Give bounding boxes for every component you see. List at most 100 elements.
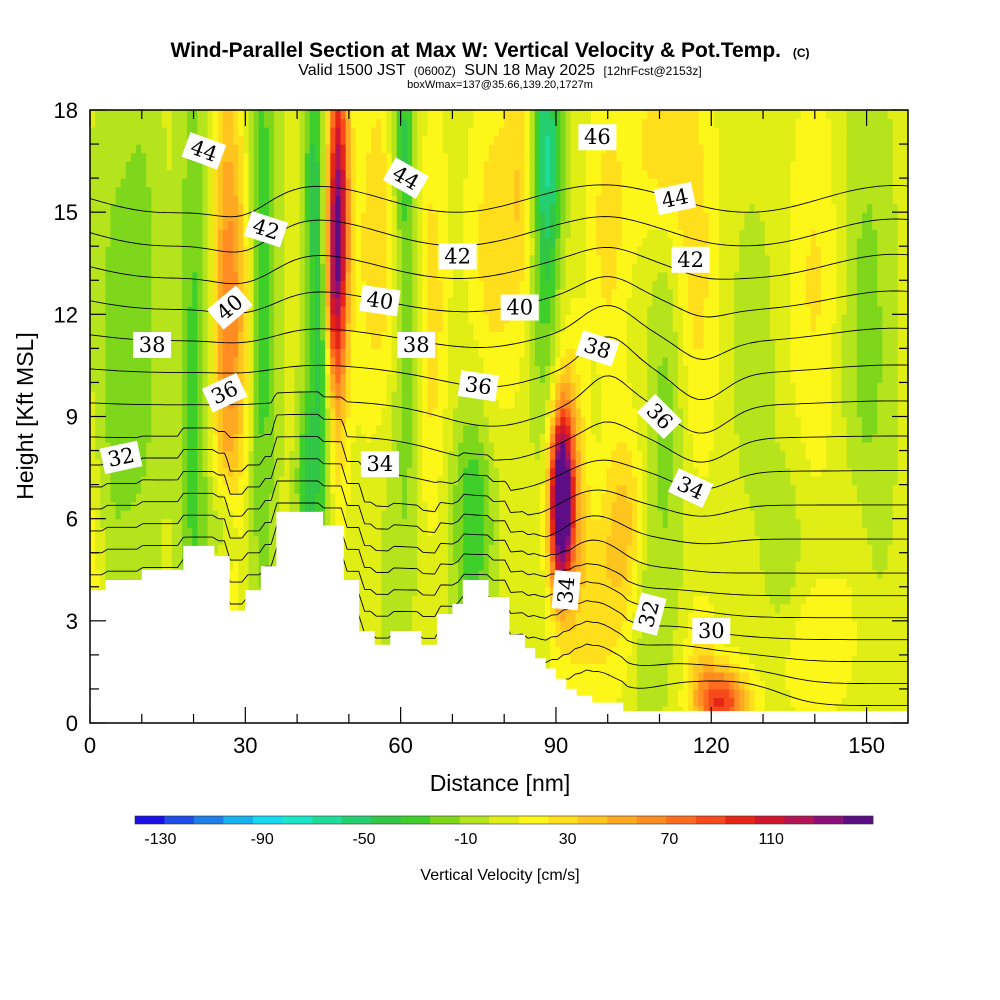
heatmap-cell: [841, 552, 848, 562]
heatmap-cell: [872, 612, 878, 622]
heatmap-cell: [514, 620, 521, 630]
heatmap-cell: [882, 705, 889, 716]
heatmap-cell: [176, 518, 183, 528]
heatmap-cell: [769, 663, 776, 673]
heatmap-cell: [867, 535, 873, 545]
heatmap-cell: [831, 467, 838, 477]
heatmap-cell: [386, 476, 393, 486]
heatmap-cell: [841, 569, 848, 579]
heatmap-cell: [258, 493, 265, 503]
heatmap-cell: [105, 476, 112, 486]
heatmap-cell: [693, 518, 699, 528]
heatmap-cell: [187, 527, 193, 537]
heatmap-cell: [606, 501, 613, 511]
heatmap-cell: [744, 552, 751, 562]
heatmap-cell: [611, 501, 618, 511]
heatmap-cell: [867, 544, 873, 554]
heatmap-cell: [192, 501, 198, 511]
heatmap-cell: [780, 518, 786, 528]
heatmap-cell: [488, 459, 495, 469]
heatmap-cell: [391, 586, 398, 596]
heatmap-cell: [626, 680, 633, 690]
heatmap-cell: [406, 527, 413, 537]
heatmap-cell: [785, 578, 792, 588]
heatmap-cell: [739, 484, 745, 494]
heatmap-cell: [202, 467, 209, 477]
heatmap-cell: [110, 552, 117, 562]
heatmap-cell: [637, 586, 643, 596]
heatmap-cell: [166, 518, 173, 528]
heatmap-cell: [427, 578, 434, 588]
heatmap-cell: [509, 586, 515, 596]
heatmap-cell: [657, 535, 664, 545]
heatmap-cell: [836, 561, 843, 571]
heatmap-cell: [657, 467, 664, 477]
heatmap-cell: [882, 629, 889, 639]
heatmap-cell: [534, 527, 541, 537]
heatmap-cell: [304, 493, 311, 503]
heatmap-cell: [780, 527, 786, 537]
heatmap-cell: [560, 654, 567, 664]
heatmap-cell: [376, 620, 383, 630]
heatmap-cell: [401, 476, 408, 486]
heatmap-cell: [396, 527, 403, 537]
heatmap-cell: [831, 637, 838, 647]
heatmap-cell: [524, 586, 531, 596]
heatmap-cell: [703, 510, 710, 520]
heatmap-cell: [504, 467, 510, 477]
heatmap-cell: [555, 501, 561, 511]
heatmap-cell: [146, 535, 152, 545]
heatmap-cell: [821, 697, 827, 707]
heatmap-cell: [437, 510, 444, 520]
heatmap-cell: [887, 510, 894, 520]
heatmap-cell: [330, 501, 336, 511]
heatmap-cell: [161, 527, 168, 537]
heatmap-cell: [887, 620, 894, 630]
heatmap-cell: [396, 518, 403, 528]
heatmap-cell: [759, 484, 766, 494]
heatmap-cell: [688, 527, 694, 537]
heatmap-cell: [504, 586, 510, 596]
heatmap-cell: [238, 467, 244, 477]
heatmap-cell: [263, 552, 270, 562]
heatmap-cell: [406, 561, 413, 571]
heatmap-cell: [831, 620, 838, 630]
heatmap-cell: [360, 484, 367, 494]
heatmap-cell: [182, 484, 188, 494]
heatmap-cell: [856, 569, 863, 579]
heatmap-cell: [355, 561, 362, 571]
heatmap-cell: [749, 637, 756, 647]
heatmap-cell: [826, 603, 832, 613]
heatmap-cell: [749, 671, 756, 682]
heatmap-cell: [207, 459, 214, 469]
heatmap-cell: [130, 535, 137, 545]
heatmap-cell: [626, 663, 633, 673]
heatmap-cell: [437, 544, 444, 554]
heatmap-cell: [171, 518, 178, 528]
heatmap-cell: [739, 620, 745, 630]
heatmap-cell: [555, 612, 561, 622]
heatmap-cell: [795, 603, 802, 613]
heatmap-cell: [437, 586, 444, 596]
heatmap-cell: [713, 671, 720, 682]
heatmap-cell: [360, 535, 367, 545]
heatmap-cell: [268, 467, 275, 477]
heatmap-cell: [248, 561, 255, 571]
heatmap-cell: [821, 671, 827, 682]
heatmap-cell: [683, 501, 689, 511]
heatmap-cell: [810, 671, 817, 682]
heatmap-cell: [867, 637, 873, 647]
heatmap-cell: [279, 484, 285, 494]
heatmap-cell: [550, 629, 556, 639]
heatmap-cell: [718, 578, 725, 588]
heatmap-cell: [100, 535, 106, 545]
heatmap-cell: [320, 501, 326, 511]
heatmap-cell: [647, 459, 653, 469]
heatmap-cell: [637, 663, 643, 673]
heatmap-cell: [427, 467, 434, 477]
heatmap-cell: [274, 459, 280, 469]
heatmap-cell: [412, 620, 418, 630]
heatmap-cell: [616, 603, 623, 613]
heatmap-cell: [815, 680, 822, 690]
heatmap-cell: [795, 569, 802, 579]
